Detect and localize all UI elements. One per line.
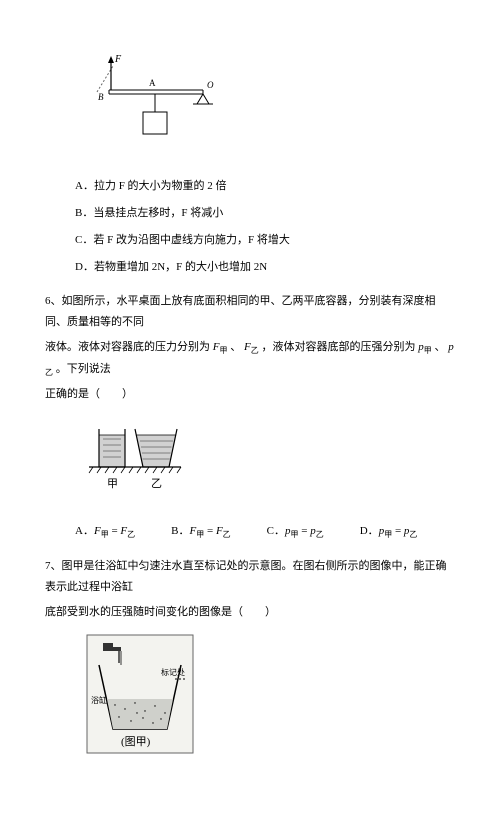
fA1: F — [94, 525, 101, 537]
label-B: B — [98, 92, 104, 102]
relA: = — [111, 525, 117, 537]
pre-A: A． — [75, 525, 94, 537]
sjD1: 甲 — [384, 530, 392, 539]
bathtub-diagram: 标记处 浴缸 (图甲) — [85, 633, 195, 758]
q6-figure: 甲 乙 — [85, 415, 455, 503]
syD1: 乙 — [409, 530, 417, 539]
pre-B: B． — [171, 525, 189, 537]
sym-p2: p — [448, 341, 454, 353]
q6-opt-C: C．p甲 = p乙 — [267, 521, 324, 542]
q7-figure: 标记处 浴缸 (图甲) — [85, 633, 455, 766]
sub-jia-2: 甲 — [424, 346, 432, 355]
sub-yi-2: 乙 — [45, 368, 53, 377]
sym-F2: F — [244, 341, 251, 353]
q5-opt-D: D．若物重增加 2N，F 的大小也增加 2N — [75, 257, 455, 278]
mid-1: ，液体对容器底部的压强分别为 — [259, 341, 419, 353]
q6-opt-A: A．F甲 = F乙 — [75, 521, 135, 542]
q5-opt-C: C．若 F 改为沿图中虚线方向施力，F 将增大 — [75, 230, 455, 251]
label-figjia: (图甲) — [121, 735, 151, 748]
q7-stem-2: 底部受到水的压强随时间变化的图像是（ ） — [45, 602, 455, 623]
syB1: 乙 — [223, 530, 231, 539]
label-A: A — [149, 78, 156, 88]
q6-stem-1: 6、如图所示，水平桌面上放有底面积相同的甲、乙两平底容器，分别装有深度相同、质量… — [45, 291, 455, 333]
containers-diagram: 甲 乙 — [85, 415, 185, 495]
sjB1: 甲 — [196, 530, 204, 539]
q7-stem-1: 7、图甲是往浴缸中匀速注水直至标记处的示意图。在图右侧所示的图像中，能正确表示此… — [45, 556, 455, 598]
q6-opt-B: B．F甲 = F乙 — [171, 521, 231, 542]
relC: = — [301, 525, 307, 537]
label-yi: 乙 — [151, 477, 162, 490]
q6-stem-3: 正确的是（ ） — [45, 384, 455, 405]
q5-figure: A F O B — [85, 50, 455, 158]
lever-diagram: A F O B — [85, 50, 225, 150]
q6-opt-D: D．p甲 = p乙 — [360, 521, 418, 542]
label-mark: 标记处 — [161, 667, 185, 677]
pre-C: C． — [267, 525, 285, 537]
q5-opt-A: A．拉力 F 的大小为物重的 2 倍 — [75, 176, 455, 197]
label-tub: 浴缸 — [91, 695, 107, 705]
fB2: F — [216, 525, 223, 537]
syC1: 乙 — [316, 530, 324, 539]
sep-1: 、 — [227, 341, 244, 353]
label-jia: 甲 — [107, 478, 118, 490]
pre-D: D． — [360, 525, 379, 537]
sjA1: 甲 — [101, 530, 109, 539]
q6-s2-pre: 液体。液体对容器底的压力分别为 — [45, 341, 213, 353]
relB: = — [207, 525, 213, 537]
label-F: F — [114, 54, 122, 65]
label-O: O — [207, 80, 214, 90]
q6-stem-2: 液体。液体对容器底的压力分别为 F甲 、 F乙 ，液体对容器底部的压强分别为 p… — [45, 337, 455, 380]
syA1: 乙 — [127, 530, 135, 539]
sub-yi-1: 乙 — [251, 346, 259, 355]
sjC1: 甲 — [291, 530, 299, 539]
sep-2: 、 — [432, 341, 449, 353]
q6-options: A．F甲 = F乙 B．F甲 = F乙 C．p甲 = p乙 D．p甲 = p乙 — [75, 521, 455, 542]
end-1: 。下列说法 — [53, 363, 111, 375]
q5-opt-B: B．当悬挂点左移时，F 将减小 — [75, 203, 455, 224]
relD: = — [395, 525, 401, 537]
